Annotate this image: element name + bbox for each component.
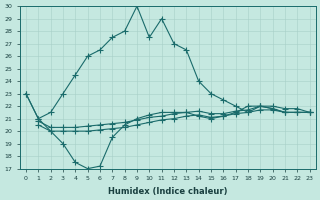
X-axis label: Humidex (Indice chaleur): Humidex (Indice chaleur) <box>108 187 228 196</box>
